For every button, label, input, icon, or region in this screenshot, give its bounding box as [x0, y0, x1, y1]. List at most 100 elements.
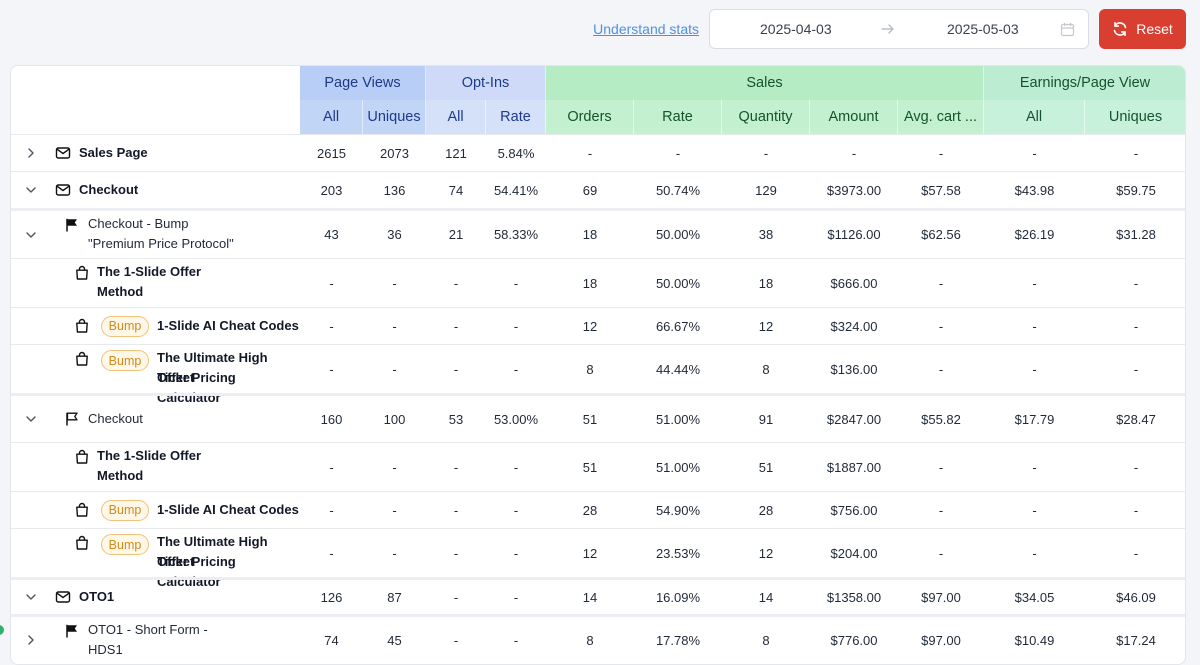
table-row[interactable]: OTO1 126 87 - - 14 16.09% 14 $1358.00 $97.00 $34.0…	[11, 577, 1185, 614]
chevron-down-icon[interactable]	[24, 183, 38, 197]
cell-orders: 8	[586, 632, 594, 648]
row-name-cell: Bump The Ultimate High Ticket Offer Pricin…	[11, 529, 300, 589]
cell-earnings-uniques: $28.47	[1116, 411, 1156, 427]
col-opt-ins-all[interactable]: All	[426, 100, 486, 134]
cell-earnings-uniques: -	[1133, 145, 1139, 161]
refresh-icon	[1112, 21, 1128, 37]
cell-orders: 14	[582, 589, 598, 605]
shopping-bag-icon	[74, 318, 90, 334]
cell-amount: $136.00	[830, 361, 878, 377]
header-blank	[11, 100, 300, 134]
row-label: The 1-Slide Offer	[97, 448, 202, 463]
cell-sales-rate: 50.00%	[655, 227, 701, 242]
row-label: Checkout - Bump	[88, 216, 189, 231]
reset-label: Reset	[1136, 21, 1173, 37]
row-name-cell: Checkout	[11, 172, 300, 208]
cell-earnings-all: $10.49	[1014, 632, 1055, 648]
cell-earnings-uniques: -	[1133, 545, 1139, 561]
cell-page-views-uniques: -	[392, 361, 397, 377]
cell-earnings-uniques: $46.09	[1116, 589, 1156, 605]
cell-opt-ins-rate: -	[513, 275, 519, 291]
cell-earnings-uniques: -	[1133, 459, 1139, 475]
col-page-views-all[interactable]: All	[300, 100, 363, 134]
cell-opt-ins-all: -	[453, 459, 459, 475]
cell-opt-ins-rate: 54.41%	[493, 182, 539, 198]
cell-sales-rate: 50.00%	[655, 275, 701, 291]
row-label: 1-Slide AI Cheat Codes	[157, 318, 299, 333]
cell-amount: $1358.00	[826, 589, 882, 605]
date-range-picker[interactable]: 2025-04-03 2025-05-03	[709, 9, 1089, 49]
row-label: OTO1	[79, 589, 115, 604]
cell-earnings-uniques: $17.24	[1116, 632, 1156, 648]
cell-opt-ins-all: 121	[445, 145, 467, 161]
chevron-down-icon[interactable]	[24, 590, 38, 604]
table-row[interactable]: Sales Page 2615 2073 121 5.84% - - - - - - -	[11, 134, 1185, 171]
cell-sales-rate: 50.74%	[655, 182, 701, 198]
status-dot	[0, 625, 4, 635]
cell-earnings-uniques: $31.28	[1116, 227, 1156, 242]
cell-opt-ins-rate: -	[513, 589, 519, 605]
reset-button[interactable]: Reset	[1099, 9, 1186, 49]
row-name-cell: OTO1 - Short Form - HDS1	[11, 617, 300, 663]
cell-avg-cart: -	[938, 318, 944, 334]
chevron-right-icon[interactable]	[24, 633, 38, 647]
row-label: 1-Slide AI Cheat Codes	[157, 502, 299, 517]
cell-page-views-uniques: -	[392, 318, 397, 334]
row-name-cell: Bump 1-Slide AI Cheat Codes	[11, 492, 300, 528]
cell-opt-ins-rate: -	[513, 545, 519, 561]
cell-earnings-all: $17.79	[1014, 411, 1055, 427]
row-label: The Ultimate High Ticket	[157, 534, 268, 569]
cell-avg-cart: -	[938, 145, 944, 161]
col-sales-rate[interactable]: Rate	[634, 100, 722, 134]
mail-icon	[55, 182, 71, 198]
col-sales-orders[interactable]: Orders	[546, 100, 634, 134]
shopping-bag-icon	[74, 265, 90, 281]
cell-sales-rate: 66.67%	[655, 318, 701, 334]
col-sales-quantity[interactable]: Quantity	[722, 100, 810, 134]
col-earnings-uniques[interactable]: Uniques	[1085, 100, 1185, 134]
date-from[interactable]: 2025-04-03	[760, 21, 832, 37]
cell-page-views-all: 203	[320, 182, 343, 198]
table-row[interactable]: Checkout 203 136 74 54.41% 69 50.74% 129 $3973.0…	[11, 171, 1185, 208]
cell-opt-ins-all: -	[453, 361, 459, 377]
cell-sales-rate: 23.53%	[655, 545, 701, 561]
shopping-bag-icon	[74, 351, 90, 367]
cell-earnings-all: $26.19	[1014, 227, 1055, 242]
cell-avg-cart: $97.00	[921, 632, 961, 648]
cell-avg-cart: $97.00	[921, 589, 961, 605]
calendar-icon[interactable]	[1060, 22, 1075, 42]
row-name-cell: The 1-Slide Offer Method	[11, 259, 300, 307]
col-sales-amount[interactable]: Amount	[810, 100, 898, 134]
table-row: The 1-Slide Offer Method - - - - 51 51.00% 51 $18…	[11, 442, 1185, 491]
cell-opt-ins-all: 53	[448, 411, 464, 427]
cell-sales-rate: -	[675, 145, 681, 161]
row-label-line2: Method	[97, 284, 144, 299]
col-sales-avg-cart[interactable]: Avg. cart ...	[898, 100, 984, 134]
cell-page-views-all: -	[329, 459, 334, 475]
cell-opt-ins-rate: 5.84%	[497, 145, 535, 161]
cell-quantity: 129	[755, 182, 777, 198]
chevron-down-icon[interactable]	[24, 412, 38, 426]
cell-page-views-all: 74	[324, 632, 339, 648]
chevron-right-icon[interactable]	[24, 146, 38, 160]
col-page-views-uniques[interactable]: Uniques	[363, 100, 426, 134]
cell-amount: $2847.00	[826, 411, 882, 427]
table-row[interactable]: Checkout 160 100 53 53.00% 51 51.00% 91 $2847.00…	[11, 393, 1185, 442]
cell-opt-ins-all: -	[453, 318, 459, 334]
col-earnings-all[interactable]: All	[984, 100, 1085, 134]
cell-earnings-all: -	[1032, 545, 1037, 561]
cell-quantity: 18	[758, 275, 774, 291]
table-row[interactable]: Checkout - Bump "Premium Price Protocol" 4…	[11, 208, 1185, 258]
cell-opt-ins-all: -	[453, 589, 459, 605]
cell-opt-ins-all: -	[453, 502, 459, 518]
chevron-down-icon[interactable]	[24, 228, 38, 242]
cell-page-views-uniques: -	[392, 275, 397, 291]
cell-page-views-uniques: 100	[383, 411, 406, 427]
header-sales: Sales	[546, 66, 984, 100]
date-to[interactable]: 2025-05-03	[947, 21, 1019, 37]
col-opt-ins-rate[interactable]: Rate	[486, 100, 546, 134]
understand-stats-link[interactable]: Understand stats	[593, 21, 699, 37]
cell-avg-cart: -	[938, 459, 944, 475]
table-row[interactable]: OTO1 - Short Form - HDS1 74 45 - - 8 17.78% 8 $77…	[11, 614, 1185, 663]
cell-page-views-all: -	[329, 318, 334, 334]
